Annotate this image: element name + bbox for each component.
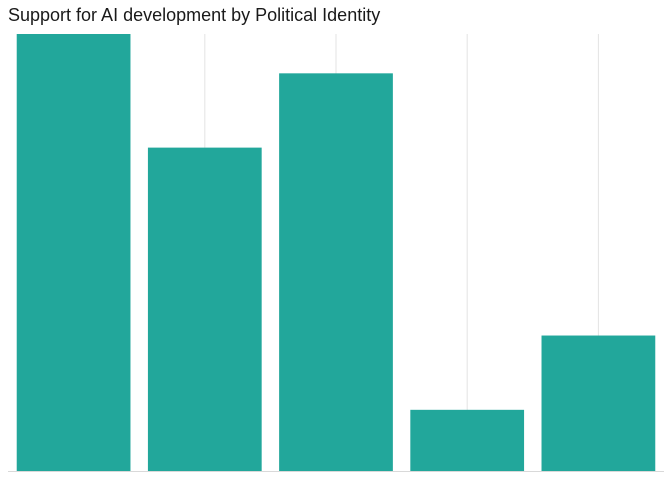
bar-layer xyxy=(16,34,656,471)
chart-title: Support for AI development by Political … xyxy=(8,5,381,25)
bar-2 xyxy=(147,147,262,471)
bar-5 xyxy=(541,335,656,471)
bar-3 xyxy=(279,73,393,471)
bar-1 xyxy=(16,34,131,471)
bar-4 xyxy=(410,409,525,471)
